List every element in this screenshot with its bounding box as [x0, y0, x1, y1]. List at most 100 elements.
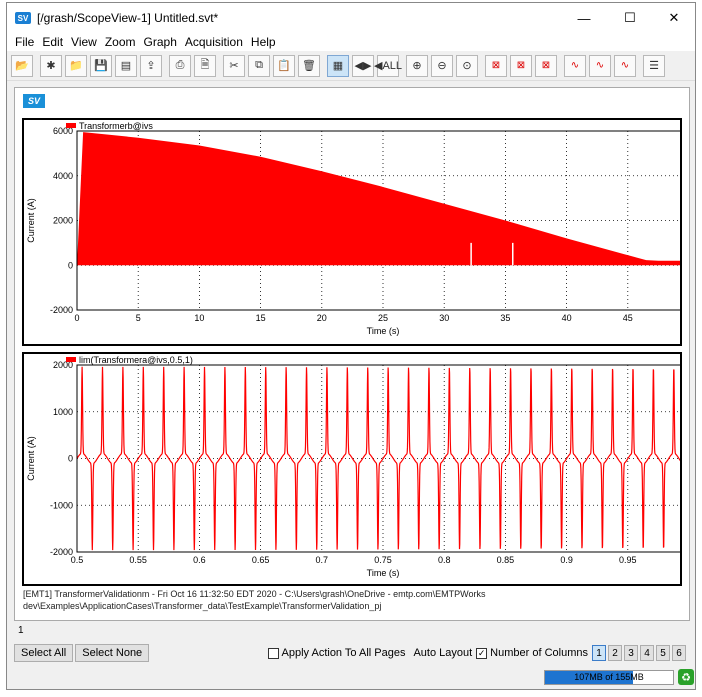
- columns-4-button[interactable]: 4: [640, 645, 654, 661]
- toolbar: 📂 ✱ 📁 💾 ▤ ⇪ ⎙ 🗎 ✂ ⧉ 📋 🗑 ▦ ◀▶ ◀ALL ⊕ ⊖ ⊙ ⊠ ⊠ ⊠ ∿ ∿ ∿ ☰: [7, 51, 695, 81]
- zoom-in-icon[interactable]: ⊕: [406, 54, 428, 77]
- menu-view[interactable]: View: [71, 35, 97, 49]
- graph-1-canvas[interactable]: 05101520253035404550-20000200040006000Ti…: [24, 120, 680, 344]
- y-tick-label: 4000: [53, 171, 73, 181]
- y-tick-label: 6000: [53, 126, 73, 136]
- window-title: [/grash/ScopeView-1] Untitled.svt*: [37, 11, 219, 25]
- menu-help[interactable]: Help: [250, 35, 276, 49]
- x-tick-label: 0.65: [252, 555, 270, 565]
- save-as-icon[interactable]: ▤: [115, 54, 137, 77]
- y-tick-label: 1000: [53, 407, 73, 417]
- menu-zoom[interactable]: Zoom: [104, 35, 136, 49]
- scope-view-content: SV 05101520253035404550-2000020004000600…: [14, 87, 690, 621]
- graph-2-canvas[interactable]: 0.50.550.60.650.70.750.80.850.90.951-200…: [24, 354, 680, 584]
- legend-swatch: [66, 357, 76, 362]
- memory-usage-bar: 107MB of 155MB: [544, 670, 674, 685]
- x-tick-label: 0.85: [497, 555, 515, 565]
- menu-edit[interactable]: Edit: [42, 35, 64, 49]
- layout-1-icon[interactable]: ⊠: [485, 54, 507, 77]
- columns-6-button[interactable]: 6: [672, 645, 686, 661]
- x-tick-label: 0: [74, 313, 79, 323]
- menu-acquisition[interactable]: Acquisition: [184, 35, 243, 49]
- y-tick-label: -1000: [50, 500, 73, 510]
- y-tick-label: 2000: [53, 360, 73, 370]
- save-icon[interactable]: 💾: [90, 54, 112, 77]
- delete-icon[interactable]: 🗑: [298, 54, 320, 77]
- cursor-left-icon[interactable]: ◀▶: [352, 54, 374, 77]
- title-bar: SV [/grash/ScopeView-1] Untitled.svt* — …: [7, 3, 695, 33]
- zoom-fit-icon[interactable]: ⊙: [456, 54, 478, 77]
- auto-layout-checkbox[interactable]: ✓: [476, 647, 488, 659]
- x-tick-label: 30: [439, 313, 449, 323]
- export-icon[interactable]: ⇪: [140, 54, 162, 77]
- x-tick-label: 10: [194, 313, 204, 323]
- app-icon: SV: [15, 12, 31, 24]
- grid-icon[interactable]: ▦: [327, 54, 349, 77]
- menu-graph[interactable]: Graph: [143, 35, 177, 49]
- apply-all-pages-checkbox[interactable]: [267, 647, 279, 659]
- paste-icon[interactable]: 📋: [273, 54, 295, 77]
- x-tick-label: 15: [256, 313, 266, 323]
- columns-3-button[interactable]: 3: [624, 645, 638, 661]
- close-icon[interactable]: ✕: [668, 10, 680, 25]
- y-tick-label: -2000: [50, 305, 73, 315]
- x-tick-label: 0.75: [374, 555, 392, 565]
- columns-5-button[interactable]: 5: [656, 645, 670, 661]
- cut-icon[interactable]: ✂: [223, 54, 245, 77]
- y-tick-label: -2000: [50, 547, 73, 557]
- simulation-info-line-1: [EMT1] TransformerValidationm - Fri Oct …: [23, 589, 486, 599]
- print-preview-icon[interactable]: 🗎: [194, 54, 216, 77]
- new-file-icon[interactable]: ✱: [40, 54, 62, 77]
- open-folder-icon[interactable]: 📂: [11, 54, 33, 77]
- y-tick-label: 0: [68, 260, 73, 270]
- page-tab-1[interactable]: 1: [18, 625, 24, 636]
- number-of-columns-label: Number of Columns: [490, 647, 588, 659]
- menu-file[interactable]: File: [15, 35, 35, 49]
- legend-label: Transformerb@ivs: [79, 121, 153, 131]
- simulation-info-line-2: dev\Examples\ApplicationCases\Transforme…: [23, 601, 382, 611]
- x-tick-label: 0.95: [619, 555, 637, 565]
- minimize-icon[interactable]: —: [577, 10, 591, 26]
- signal-3-icon[interactable]: ∿: [614, 54, 636, 77]
- signal-2-icon[interactable]: ∿: [589, 54, 611, 77]
- select-all-button[interactable]: Select All: [14, 644, 74, 662]
- garbage-collect-icon[interactable]: ♻: [678, 669, 694, 685]
- columns-2-button[interactable]: 2: [608, 645, 622, 661]
- y-tick-label: 2000: [53, 216, 73, 226]
- copy-icon[interactable]: ⧉: [248, 54, 270, 77]
- columns-1-button[interactable]: 1: [592, 645, 606, 661]
- plot-area-border: [76, 130, 680, 311]
- x-tick-label: 0.5: [71, 555, 84, 565]
- series-area-transformerb: [77, 132, 680, 266]
- layout-2-icon[interactable]: ⊠: [510, 54, 532, 77]
- x-tick-label: 0.8: [438, 555, 451, 565]
- y-axis-label: Current (A): [26, 436, 36, 481]
- x-tick-label: 35: [500, 313, 510, 323]
- status-bar: 107MB of 155MB ♻: [7, 667, 695, 689]
- list-icon[interactable]: ☰: [643, 54, 665, 77]
- select-none-button[interactable]: Select None: [75, 644, 150, 662]
- maximize-icon[interactable]: ☐: [624, 10, 636, 25]
- graph-panel-2[interactable]: 0.50.550.60.650.70.750.80.850.90.951-200…: [22, 352, 682, 586]
- layout-3-icon[interactable]: ⊠: [535, 54, 557, 77]
- legend-label: lim(Transformera@ivs,0.5,1): [79, 355, 193, 365]
- cursor-all-icon[interactable]: ◀ALL: [374, 54, 402, 77]
- print-icon[interactable]: ⎙: [169, 54, 191, 77]
- y-axis-label: Current (A): [26, 198, 36, 243]
- x-axis-label: Time (s): [367, 326, 400, 336]
- menu-bar: File Edit View Zoom Graph Acquisition He…: [7, 33, 695, 51]
- signal-1-icon[interactable]: ∿: [564, 54, 586, 77]
- zoom-out-icon[interactable]: ⊖: [431, 54, 453, 77]
- open-file-icon[interactable]: 📁: [65, 54, 87, 77]
- x-axis-label: Time (s): [367, 568, 400, 578]
- bottom-action-bar: Select All Select None Apply Action To A…: [14, 641, 690, 665]
- legend-swatch: [66, 123, 76, 128]
- x-tick-label: 0.6: [193, 555, 206, 565]
- x-tick-label: 0.7: [316, 555, 329, 565]
- graph-panel-1[interactable]: 05101520253035404550-20000200040006000Ti…: [22, 118, 682, 346]
- x-tick-label: 40: [562, 313, 572, 323]
- y-tick-label: 0: [68, 454, 73, 464]
- auto-layout-label: Auto Layout: [413, 647, 473, 659]
- x-tick-label: 0.9: [560, 555, 573, 565]
- scopeview-logo: SV: [23, 94, 45, 108]
